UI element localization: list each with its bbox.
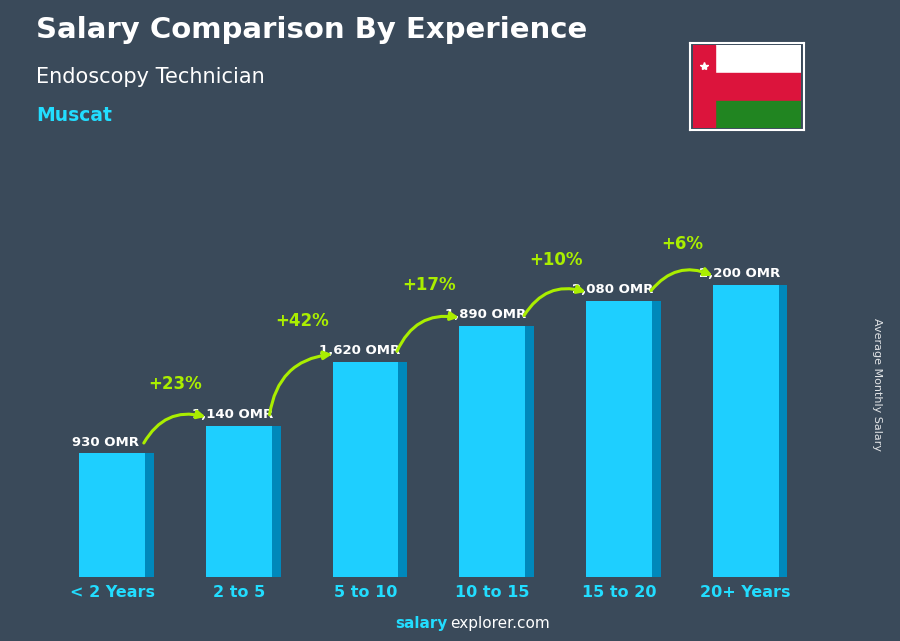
- Polygon shape: [778, 285, 788, 577]
- Bar: [693, 101, 801, 128]
- FancyBboxPatch shape: [586, 301, 652, 577]
- Text: 1,620 OMR: 1,620 OMR: [319, 344, 400, 357]
- Bar: [693, 73, 801, 101]
- Text: +23%: +23%: [148, 376, 202, 394]
- Text: 930 OMR: 930 OMR: [72, 436, 140, 449]
- Text: 1,890 OMR: 1,890 OMR: [446, 308, 526, 321]
- Text: 2,200 OMR: 2,200 OMR: [698, 267, 780, 280]
- Text: Average Monthly Salary: Average Monthly Salary: [872, 318, 883, 451]
- Polygon shape: [652, 301, 661, 577]
- Text: explorer.com: explorer.com: [450, 617, 550, 631]
- Polygon shape: [399, 362, 408, 577]
- Text: Endoscopy Technician: Endoscopy Technician: [36, 67, 265, 87]
- FancyBboxPatch shape: [206, 426, 272, 577]
- Text: Salary Comparison By Experience: Salary Comparison By Experience: [36, 16, 587, 44]
- Text: Muscat: Muscat: [36, 106, 112, 125]
- FancyBboxPatch shape: [713, 285, 778, 577]
- Text: 2,080 OMR: 2,080 OMR: [572, 283, 653, 296]
- Text: +17%: +17%: [402, 276, 455, 294]
- Polygon shape: [525, 326, 534, 577]
- FancyBboxPatch shape: [332, 362, 399, 577]
- Text: salary: salary: [395, 617, 447, 631]
- Text: +10%: +10%: [529, 251, 582, 269]
- Text: +42%: +42%: [275, 312, 329, 329]
- Polygon shape: [145, 453, 154, 577]
- FancyBboxPatch shape: [79, 453, 145, 577]
- FancyBboxPatch shape: [459, 326, 525, 577]
- Text: 1,140 OMR: 1,140 OMR: [192, 408, 273, 421]
- Bar: [693, 45, 801, 73]
- Text: +6%: +6%: [662, 235, 703, 253]
- Polygon shape: [272, 426, 281, 577]
- Bar: [693, 45, 716, 128]
